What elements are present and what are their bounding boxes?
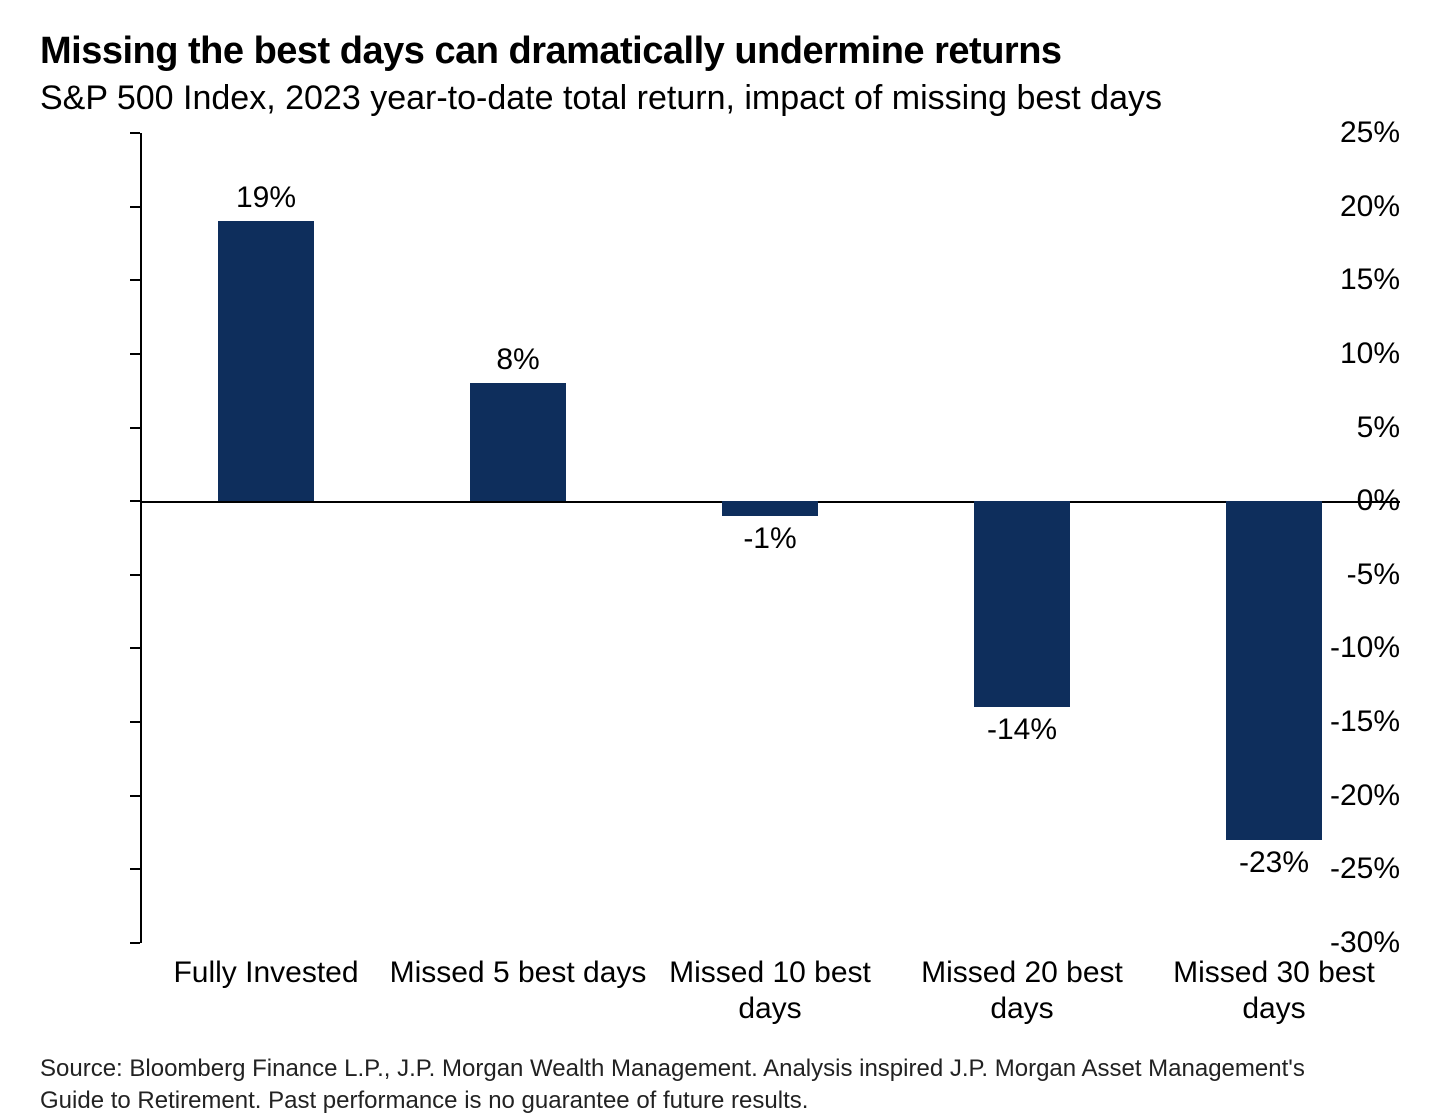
bar: [974, 501, 1070, 707]
y-tick-label: -10%: [1316, 631, 1400, 665]
bar-value-label: -1%: [743, 522, 796, 556]
y-tick-mark: [130, 795, 140, 797]
y-tick-label: -20%: [1316, 779, 1400, 813]
chart-source-note: Source: Bloomberg Finance L.P., J.P. Mor…: [40, 1053, 1340, 1118]
x-category-label: Missed 10 best days: [639, 955, 901, 1027]
y-tick-label: 20%: [1316, 190, 1400, 224]
bar-value-label: -14%: [987, 713, 1057, 747]
y-tick-mark: [130, 206, 140, 208]
x-category-label: Missed 30 best days: [1143, 955, 1405, 1027]
y-tick-label: 15%: [1316, 263, 1400, 297]
y-tick-label: 25%: [1316, 116, 1400, 150]
y-tick-mark: [130, 942, 140, 944]
y-tick-mark: [130, 500, 140, 502]
y-tick-mark: [130, 868, 140, 870]
y-tick-mark: [130, 574, 140, 576]
y-tick-mark: [130, 427, 140, 429]
y-axis-line: [140, 133, 142, 943]
bar: [722, 501, 818, 516]
chart-container: Missing the best days can dramatically u…: [0, 0, 1440, 1108]
chart-plot-area: 25%20%15%10%5%0%-5%-10%-15%-20%-25%-30%1…: [40, 133, 1400, 1043]
y-tick-mark: [130, 279, 140, 281]
x-category-label: Fully Invested: [135, 955, 397, 991]
bar-value-label: 8%: [496, 343, 539, 377]
chart-subtitle: S&P 500 Index, 2023 year-to-date total r…: [40, 79, 1400, 118]
y-tick-label: -15%: [1316, 705, 1400, 739]
bar: [470, 383, 566, 501]
y-tick-label: -25%: [1316, 852, 1400, 886]
bar: [218, 221, 314, 501]
bar-value-label: 19%: [236, 181, 296, 215]
y-tick-label: -5%: [1316, 558, 1400, 592]
y-tick-label: 0%: [1316, 484, 1400, 518]
y-tick-mark: [130, 721, 140, 723]
x-category-label: Missed 20 best days: [891, 955, 1153, 1027]
y-tick-mark: [130, 647, 140, 649]
chart-title: Missing the best days can dramatically u…: [40, 30, 1400, 73]
bar: [1226, 501, 1322, 840]
y-tick-label: 10%: [1316, 337, 1400, 371]
y-tick-mark: [130, 132, 140, 134]
y-tick-label: 5%: [1316, 411, 1400, 445]
bar-value-label: -23%: [1239, 846, 1309, 880]
x-category-label: Missed 5 best days: [387, 955, 649, 991]
y-tick-mark: [130, 353, 140, 355]
